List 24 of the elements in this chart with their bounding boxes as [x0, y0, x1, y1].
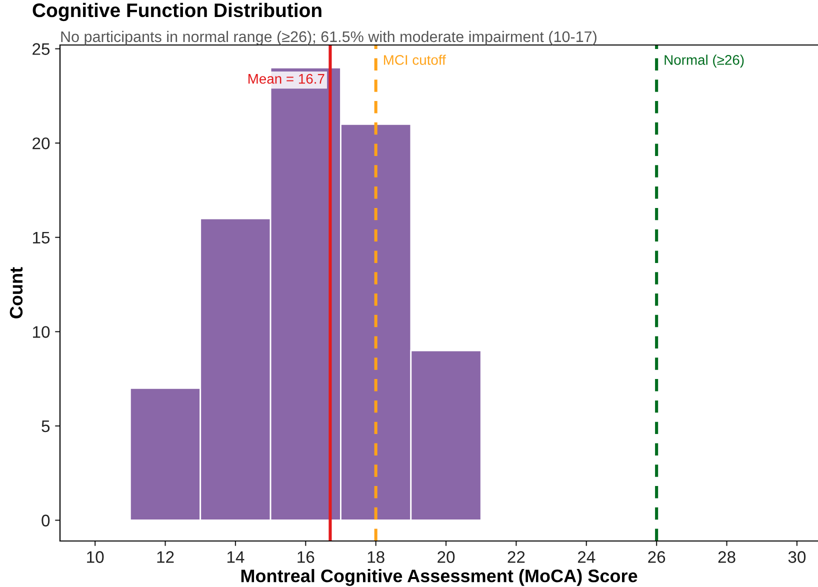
x-tick-label: 26 [648, 551, 666, 563]
x-tick-label: 10 [87, 551, 104, 563]
x-tick-label: 20 [438, 551, 455, 563]
chart-title: Cognitive Function Distribution [32, 2, 322, 22]
x-tick-label: 16 [298, 551, 314, 563]
y-tick-label: 0 [42, 514, 50, 526]
y-tick-label: 20 [32, 137, 50, 150]
x-tick-label: 30 [788, 551, 806, 563]
ref-line-label: Normal (≥26) [664, 54, 744, 68]
x-tick-label: 28 [718, 551, 736, 563]
y-tick-label: 10 [33, 326, 50, 338]
x-axis-title: Montreal Cognitive Assessment (MoCA) Score [241, 569, 638, 586]
y-tick-label: 25 [32, 43, 50, 55]
y-axis-title: Count [10, 267, 23, 318]
x-tick-label: 14 [227, 551, 244, 563]
x-tick-label: 12 [157, 551, 174, 563]
y-tick-label: 15 [33, 232, 50, 244]
x-tick-label: 24 [578, 551, 596, 563]
x-tick-label: 18 [368, 551, 384, 563]
ref-line-label: MCI cutoff [384, 54, 446, 65]
x-tick-label: 22 [508, 551, 525, 563]
y-tick-label: 5 [42, 420, 50, 432]
chart-subtitle: No participants in normal range (≥26); 61.5% with moderate impairment (10-17) [61, 30, 596, 46]
ref-line-label: Mean = 16.7 [248, 74, 324, 84]
